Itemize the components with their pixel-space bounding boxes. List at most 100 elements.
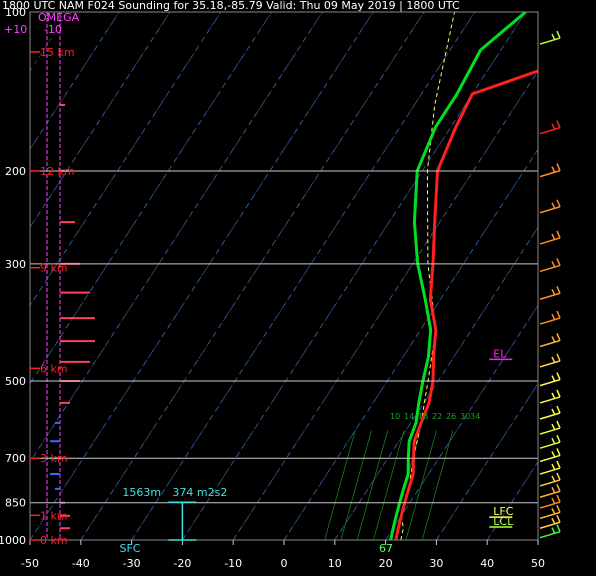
wind-barb-flag xyxy=(556,524,561,532)
omega-layer: OMEGA +10 -10 xyxy=(4,11,95,540)
wind-barb xyxy=(539,396,561,404)
dry-adiabat xyxy=(131,12,476,540)
omega-label: OMEGA xyxy=(38,11,80,24)
wind-barb xyxy=(539,169,561,178)
wind-barb-flag xyxy=(551,313,556,321)
wind-barb xyxy=(539,427,561,435)
wind-barb-flag xyxy=(556,420,561,429)
x-tick-label: 30 xyxy=(429,557,443,570)
pressure-tick-label: 850 xyxy=(5,497,26,510)
isotherm xyxy=(30,12,120,150)
wind-barb-flag xyxy=(551,517,556,525)
omega-plus-tick: +10 xyxy=(4,23,27,36)
x-tick-label: 10 xyxy=(328,557,342,570)
height-label: 9 km xyxy=(40,262,68,275)
wind-barb-flag xyxy=(556,389,561,398)
x-tick-label: 0 xyxy=(281,557,288,570)
wind-barb-flag xyxy=(551,475,556,483)
wind-barb xyxy=(539,339,561,348)
isotherm xyxy=(30,12,171,229)
wind-barb-flag xyxy=(551,451,556,458)
wind-barb-flag xyxy=(556,448,561,456)
height-label: 1 km xyxy=(40,509,68,522)
wind-barb-flag xyxy=(556,514,561,523)
wind-barb-flag xyxy=(551,288,556,296)
wind-barb-flag xyxy=(551,336,556,343)
pressure-tick-label: 500 xyxy=(5,375,26,388)
mixing-ratio-line xyxy=(421,430,454,540)
wind-barb-flag xyxy=(551,463,556,471)
height-label: 3 km xyxy=(40,452,68,465)
chart-title: 1800 UTC NAM F024 Sounding for 35.18,-85… xyxy=(2,0,460,12)
wind-barb-flag xyxy=(556,434,561,443)
wind-barb-flag xyxy=(551,423,556,431)
mixing-ratio-label: 18 xyxy=(418,412,428,421)
wind-barb-flag xyxy=(551,166,556,173)
dry-adiabat xyxy=(232,70,538,540)
level-label: LCL xyxy=(493,515,514,528)
wind-barb-flag xyxy=(556,494,561,503)
height-label: 6 km xyxy=(40,362,68,375)
wind-barb-flag xyxy=(551,486,556,494)
wind-barb-flag xyxy=(551,508,556,515)
wind-barb xyxy=(539,292,561,300)
wind-barb-flag xyxy=(556,285,561,294)
mixing-ratio-line xyxy=(373,430,405,540)
mixing-ratio-line xyxy=(324,430,356,540)
axis-layer: 100 200 300 500 700 850 1000 -50 -40 -30 -20 -10 0 10… xyxy=(0,6,545,570)
wind-barb-flag xyxy=(556,472,561,481)
pressure-tick-label: 300 xyxy=(5,258,26,271)
dry-adiabat xyxy=(385,304,538,540)
height-label: 0 km xyxy=(40,534,68,547)
wind-barb xyxy=(539,206,561,214)
isotherm xyxy=(30,12,272,385)
profile-line xyxy=(394,69,538,540)
wind-barb-flag xyxy=(551,261,556,268)
dry-adiabat xyxy=(589,12,596,540)
isotherm xyxy=(131,12,476,540)
plot-frame xyxy=(29,11,539,541)
wind-barb xyxy=(539,360,561,368)
isotherm xyxy=(30,12,374,540)
wind-barb-flag xyxy=(551,375,556,382)
wind-barb-flag xyxy=(556,505,561,513)
isotherm xyxy=(283,148,538,540)
pressure-tick-label: 100 xyxy=(5,6,26,19)
wind-barb-flag xyxy=(551,497,556,505)
wind-barb-flag xyxy=(556,333,561,341)
wind-barb xyxy=(539,501,561,509)
wind-barb xyxy=(539,521,561,529)
mixing-ratio-line xyxy=(356,430,389,540)
isotherm xyxy=(537,539,538,540)
wind-barb xyxy=(539,378,561,387)
dry-adiabat xyxy=(436,382,538,540)
wind-barb-flag xyxy=(551,527,556,535)
x-tick-label: -30 xyxy=(123,557,141,570)
level-label: LFC xyxy=(493,505,513,518)
pressure-tick-label: 1000 xyxy=(0,534,26,547)
x-tick-label: -40 xyxy=(72,557,90,570)
wind-barb-layer xyxy=(539,30,561,539)
level-label: EL xyxy=(493,347,507,360)
x-tick-label: -20 xyxy=(173,557,191,570)
wind-barb-flag xyxy=(551,202,556,210)
dry-adiabat xyxy=(30,12,222,307)
dry-adiabat xyxy=(537,539,538,540)
wind-barb xyxy=(539,454,561,463)
wind-barb-flag xyxy=(556,230,561,239)
wind-barb xyxy=(539,511,561,520)
wind-barb-flag xyxy=(556,30,561,39)
wind-barb xyxy=(539,490,561,498)
dry-adiabat xyxy=(30,12,323,463)
x-tick-label: 50 xyxy=(531,557,545,570)
wind-barb-flag xyxy=(556,483,561,492)
helicity-depth-label: 1563m xyxy=(122,486,161,499)
wind-barb xyxy=(539,467,561,475)
height-label: 12 km xyxy=(40,165,75,178)
wind-barb-flag xyxy=(551,356,556,364)
omega-minus-tick: -10 xyxy=(44,23,62,36)
sfc-label: SFC xyxy=(120,542,141,555)
height-label: 15 km xyxy=(40,46,75,59)
wind-barb xyxy=(539,37,561,45)
